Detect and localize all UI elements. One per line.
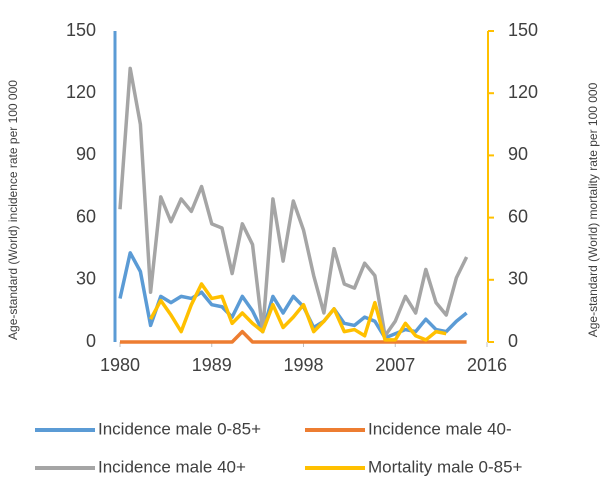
series-line: [149, 282, 447, 342]
y2-tick-label: 30: [508, 269, 528, 289]
legend-label: Incidence male 40+: [98, 457, 246, 476]
y-tick-label: 30: [76, 269, 96, 289]
legend-label: Incidence male 40-: [368, 419, 512, 438]
y2-tick-label: 90: [508, 144, 528, 164]
y-tick-label: 150: [66, 20, 96, 40]
y-axis-label: Age-standard (World) incidence rate per …: [6, 80, 20, 340]
series-line: [118, 66, 469, 338]
y2-tick-label: 120: [508, 82, 538, 102]
x-tick-label: 1998: [283, 355, 323, 375]
y2-tick-label: 60: [508, 206, 528, 226]
series-line: [120, 329, 467, 344]
y2-tick-label: 150: [508, 20, 538, 40]
y-tick-label: 90: [76, 144, 96, 164]
series-line: [118, 251, 468, 340]
y-tick-label: 0: [86, 331, 96, 351]
x-tick-label: 1980: [100, 355, 140, 375]
x-tick-label: 1989: [192, 355, 232, 375]
y2-tick-label: 0: [508, 331, 518, 351]
x-tick-label: 2016: [467, 355, 507, 375]
y-tick-label: 120: [66, 82, 96, 102]
x-tick-label: 2007: [375, 355, 415, 375]
legend-label: Mortality male 0-85+: [368, 457, 523, 476]
y-tick-label: 60: [76, 206, 96, 226]
legend-label: Incidence male 0-85+: [98, 419, 261, 438]
y2-axis-label: Age-standard (World) mortality rate per …: [586, 82, 600, 337]
